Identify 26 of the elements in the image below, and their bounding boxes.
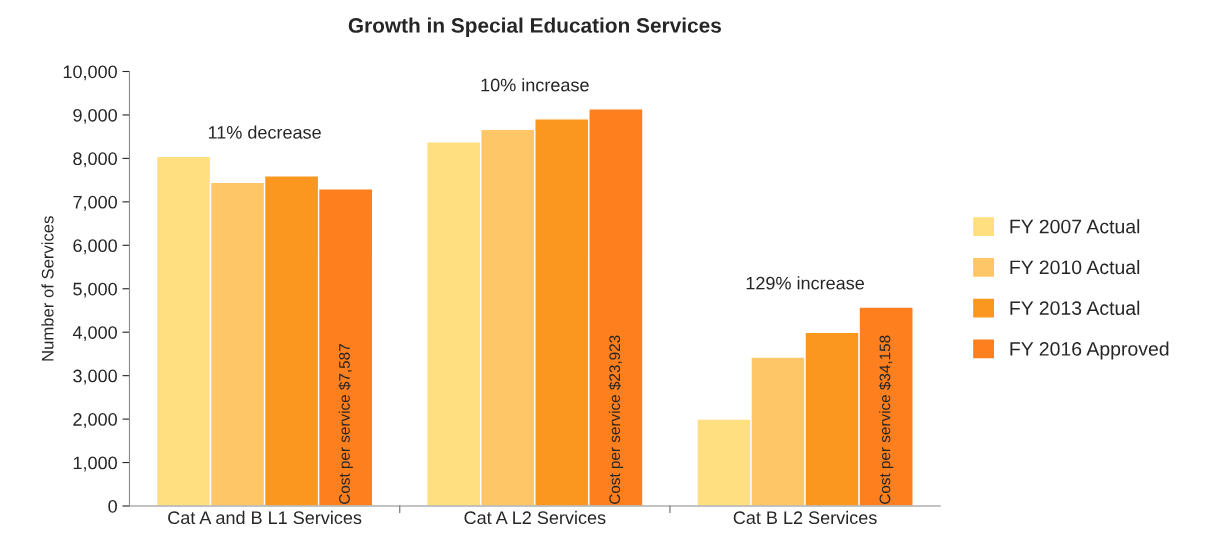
y-tick-label: 6,000 bbox=[73, 239, 117, 255]
y-tick-label: 2,000 bbox=[73, 413, 117, 428]
legend-label: FY 2013 Actual bbox=[1010, 300, 1140, 315]
x-tick-label: Cat A and B L1 Services bbox=[168, 510, 362, 525]
data-label: Cost per service $23,923 bbox=[608, 335, 624, 504]
y-tick-label: 9,000 bbox=[73, 108, 117, 124]
y-tick-label: 0 bbox=[108, 499, 117, 513]
y-tick-label: 10,000 bbox=[63, 65, 117, 81]
annotation: 129% increase bbox=[746, 276, 864, 290]
y-tick-label: 3,000 bbox=[73, 369, 117, 385]
y-tick-label: 7,000 bbox=[73, 195, 117, 211]
legend-label: FY 2016 Approved bbox=[1010, 341, 1169, 360]
y-tick-label: 1,000 bbox=[73, 456, 117, 472]
legend-label: FY 2007 Actual bbox=[1010, 219, 1140, 234]
annotation: 10% increase bbox=[481, 78, 589, 92]
y-tick-label: 5,000 bbox=[73, 282, 117, 298]
y-tick-label: 8,000 bbox=[73, 152, 117, 168]
x-tick-label: Cat B L2 Services bbox=[733, 510, 877, 525]
y-tick-label: 4,000 bbox=[72, 326, 117, 342]
annotation: 11% decrease bbox=[208, 125, 321, 139]
y-axis-title: Number of Services bbox=[41, 216, 54, 361]
data-label: Cost per service $34,158 bbox=[878, 335, 894, 504]
chart-title: Growth in Special Education Services bbox=[348, 17, 721, 37]
data-label: Cost per service $7,587 bbox=[338, 344, 353, 504]
x-tick-label: Cat A L2 Services bbox=[464, 510, 606, 525]
legend-label: FY 2010 Actual bbox=[1010, 259, 1140, 275]
